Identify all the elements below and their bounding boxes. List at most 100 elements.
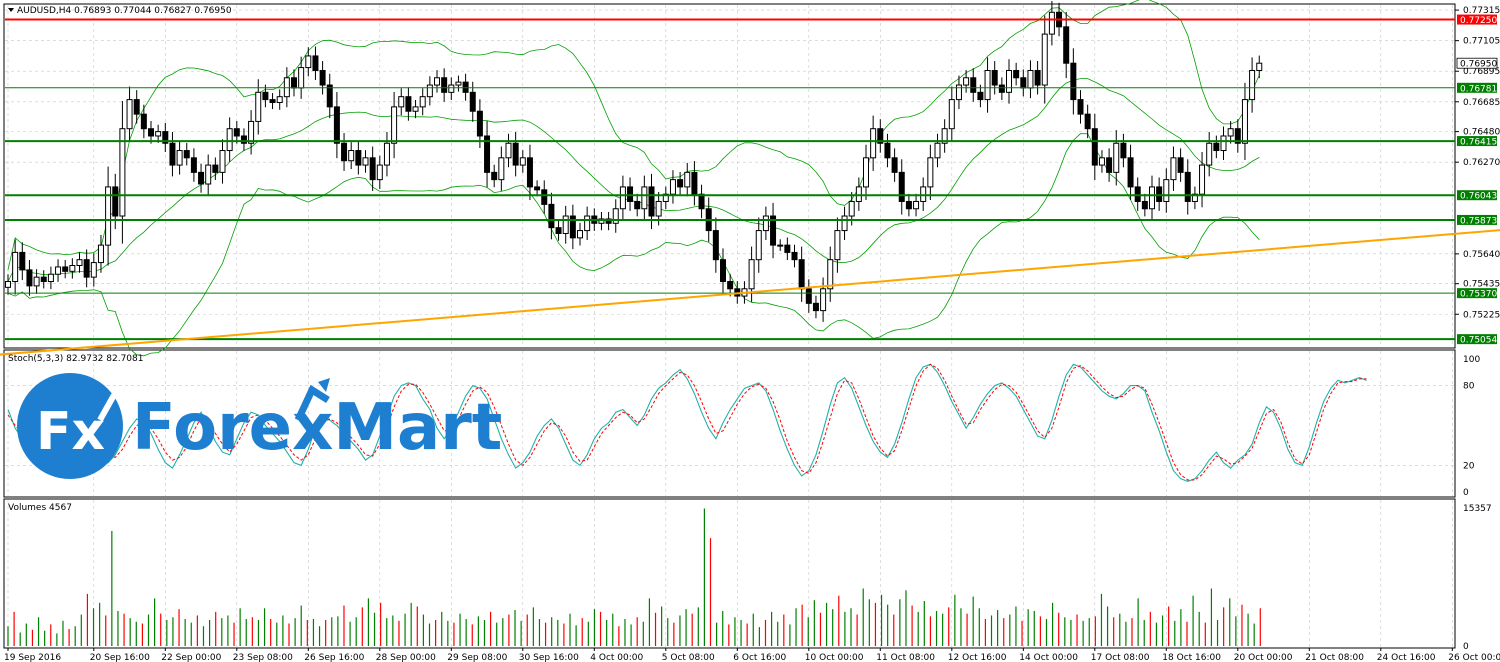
candle-bull	[1220, 135, 1227, 152]
candle-bull	[1149, 186, 1155, 210]
volume-header: Volumes 4567	[8, 503, 72, 513]
level-price-tag	[1457, 190, 1497, 201]
logo-circle	[17, 373, 123, 479]
candle-bull	[619, 186, 626, 210]
candle-bull	[1113, 142, 1120, 173]
candle-bull	[927, 157, 934, 188]
bollinger-middle	[7, 78, 1260, 282]
date-label: 23 Sep 08:00	[233, 653, 293, 662]
candle-bear	[677, 179, 684, 188]
level-price-tag	[1457, 82, 1497, 93]
logo-arrowhead-icon	[318, 378, 330, 392]
candle-bear	[691, 171, 698, 195]
logo-fx-text: Fx	[36, 402, 105, 462]
candle-bull	[641, 186, 648, 210]
candle-bear	[770, 215, 777, 246]
candle-bull	[1206, 142, 1213, 166]
candle-bull	[1098, 157, 1105, 166]
candle-bear	[233, 128, 240, 137]
date-label: 28 Sep 00:00	[376, 653, 436, 662]
logo-m-arrow-icon	[294, 384, 330, 422]
logo-arrow-icon	[97, 393, 117, 422]
candle-bull	[419, 96, 426, 108]
candle-bear	[977, 91, 984, 101]
candle-bull	[1170, 157, 1177, 181]
candle-bear	[262, 91, 269, 101]
candle-bull	[1163, 179, 1170, 202]
level-price-label: 0.77250	[1460, 16, 1497, 26]
candle-bear	[1091, 128, 1098, 166]
volume-tick-label: 0	[1463, 642, 1469, 652]
stoch-header: Stoch(5,3,3) 82.9732 82.7081	[8, 354, 143, 364]
candle-bull	[505, 142, 512, 159]
candle-bull	[684, 171, 691, 188]
candle-bull	[391, 106, 398, 144]
candle-bear	[40, 276, 47, 283]
candle-bear	[534, 186, 541, 191]
candle-bull	[426, 84, 433, 98]
candle-bull	[412, 106, 419, 112]
volume-panel: 15357 0	[7, 504, 1492, 652]
candle-bull	[1241, 99, 1248, 144]
stoch-main-line	[7, 363, 1367, 482]
candle-bear	[1184, 171, 1191, 202]
candle-bull	[920, 186, 927, 202]
candle-bear	[541, 189, 548, 205]
candle-bull	[655, 200, 662, 217]
candle-bear	[1034, 69, 1041, 86]
candle-bear	[140, 113, 147, 130]
candle-bear	[1013, 69, 1020, 79]
candle-bear	[333, 106, 340, 144]
candle-bear	[190, 157, 197, 173]
candle-bull	[55, 266, 62, 275]
candle-bull	[913, 200, 920, 210]
candle-bear	[491, 171, 498, 181]
date-label: 14 Oct 00:00	[1019, 653, 1078, 662]
candle-bear	[634, 200, 641, 210]
date-label: 24 Oct 16:00	[1377, 653, 1436, 662]
date-label: 21 Oct 08:00	[1305, 653, 1364, 662]
price-tick-label: 0.75225	[1463, 310, 1500, 320]
candle-bull	[498, 157, 505, 181]
candle-bull	[226, 128, 233, 152]
candle-bull	[276, 96, 283, 104]
date-label: 10 Oct 00:00	[805, 653, 864, 662]
candle-bull	[248, 120, 255, 144]
candle-bull	[348, 150, 355, 162]
candle-bear	[269, 99, 276, 104]
candle-bull	[455, 81, 462, 86]
candle-bull	[612, 208, 619, 224]
candle-bear	[798, 259, 805, 290]
bollinger-bands	[7, 0, 1260, 357]
candle-bull	[748, 259, 755, 290]
candle-bull	[398, 96, 405, 108]
candle-bear	[198, 171, 205, 185]
date-label: 19 Sep 2016	[4, 653, 61, 662]
dropdown-triangle-icon[interactable]	[8, 8, 14, 12]
candle-bear	[648, 186, 655, 217]
candle-bear	[112, 186, 119, 217]
candle-bear	[326, 84, 333, 108]
date-label: 18 Oct 16:00	[1162, 653, 1221, 662]
candle-bull	[963, 77, 970, 86]
candle-bull	[762, 215, 769, 232]
date-label: 12 Oct 16:00	[948, 653, 1007, 662]
stoch-tick-label: 100	[1463, 355, 1480, 365]
candle-bull	[155, 131, 162, 137]
candle-bear	[1084, 113, 1091, 130]
candle-bull	[1227, 128, 1234, 137]
candle-bear	[627, 186, 634, 202]
stoch-panel-frame	[3, 349, 1456, 498]
candle-bull	[1048, 11, 1055, 35]
date-label: 6 Oct 16:00	[733, 653, 786, 662]
candle-bear	[26, 269, 33, 287]
candle-bear	[1120, 142, 1127, 159]
candle-bull	[298, 67, 305, 89]
candle-bear	[812, 302, 819, 312]
candle-bear	[784, 244, 791, 253]
candle-bull	[855, 186, 862, 202]
main-header: AUDUSD,H4 0.76893 0.77044 0.76827 0.7695…	[17, 6, 232, 16]
candle-bull	[1006, 69, 1012, 93]
candle-bull	[12, 251, 19, 283]
candle-bull	[562, 215, 569, 234]
